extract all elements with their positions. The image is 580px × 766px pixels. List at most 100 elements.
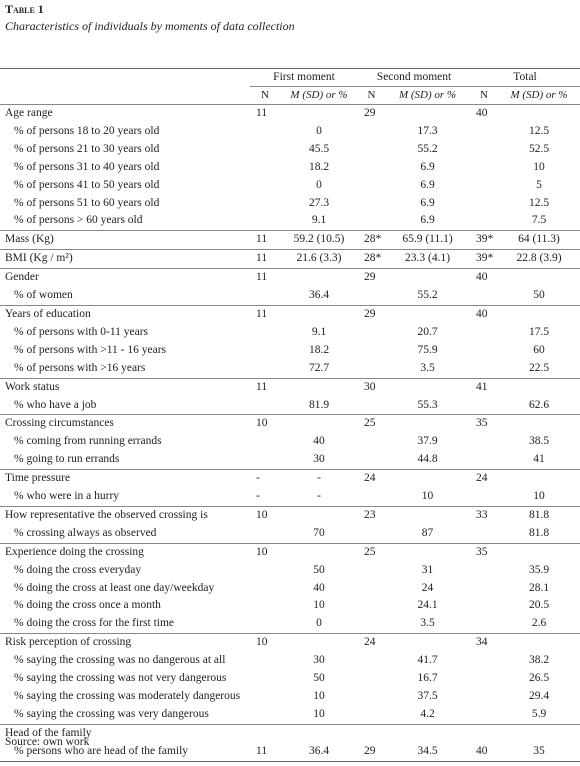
cell <box>250 159 280 177</box>
row-label: Experience doing the crossing <box>0 542 250 562</box>
cell <box>250 597 280 615</box>
cell: 50 <box>533 289 545 302</box>
cell: 24 <box>358 469 385 489</box>
cell: 55.3 <box>417 398 438 411</box>
cell <box>250 123 280 141</box>
cell <box>250 525 280 543</box>
cell <box>250 723 280 743</box>
cell: 5 <box>536 178 542 191</box>
cell <box>358 562 385 580</box>
row-label: % of women <box>14 289 73 302</box>
cell <box>358 433 385 451</box>
row-label: Age range <box>0 103 250 123</box>
cell <box>385 103 471 123</box>
cell: 10 <box>313 690 325 702</box>
cell <box>385 377 471 397</box>
cell: 81.8 <box>528 526 550 539</box>
cell: 41 <box>533 453 545 466</box>
column-header: M (SD) or % <box>385 86 471 105</box>
row-label: Risk perception of crossing <box>0 633 250 653</box>
cell <box>470 723 499 743</box>
sub-row: % saying the crossing was very dangerous… <box>0 706 580 724</box>
cell: - <box>317 490 321 503</box>
cell <box>470 141 498 159</box>
column-header: M (SD) or % <box>280 86 358 105</box>
cell <box>498 542 580 562</box>
cell: 6.9 <box>420 160 435 173</box>
sub-row: % crossing always as observed 70 87 81.8 <box>0 525 580 543</box>
cell <box>250 562 280 580</box>
cell <box>280 633 358 653</box>
cell: 62.6 <box>528 398 550 411</box>
cell <box>358 360 385 378</box>
cell: 24 <box>421 581 434 594</box>
row-label: % saying the crossing was very dangerous <box>14 707 209 720</box>
cell: - <box>280 469 358 489</box>
cell <box>280 103 358 123</box>
row-label: % who were in a hurry <box>14 490 120 503</box>
cell: 35 <box>470 414 499 434</box>
cell <box>358 670 385 688</box>
cell <box>250 451 280 469</box>
cell: 40 <box>470 103 499 123</box>
cell <box>385 268 471 288</box>
cell <box>280 414 358 434</box>
row-label: % doing the cross at least one day/weekd… <box>14 581 215 594</box>
cell <box>470 688 498 706</box>
group-row: Time pressure - -24 24 <box>0 469 580 489</box>
column-header: M (SD) or % <box>498 86 580 105</box>
cell: 55.2 <box>417 289 438 302</box>
cell <box>470 360 498 378</box>
group-row: Work status 11 30 41 <box>0 377 580 397</box>
cell: 0 <box>316 124 322 137</box>
row-label: % going to run errands <box>14 453 120 466</box>
cell <box>470 159 498 177</box>
cell <box>498 723 580 743</box>
cell <box>470 597 498 615</box>
cell: 30 <box>313 654 325 667</box>
table-title: Table 1 <box>5 2 44 16</box>
cell <box>250 652 280 670</box>
cell: 81.8 <box>498 505 580 525</box>
cell <box>358 141 385 159</box>
cell: 3.5 <box>420 361 435 374</box>
cell: 11 <box>250 230 280 250</box>
cell <box>250 688 280 706</box>
cell: 9.1 <box>311 214 327 227</box>
cell: 10 <box>250 633 280 653</box>
cell: - <box>250 469 280 489</box>
cell: 38.2 <box>528 654 550 667</box>
cell <box>358 597 385 615</box>
cell: 3.5 <box>420 617 435 630</box>
cell <box>250 212 280 230</box>
column-header: N <box>250 86 280 105</box>
sub-row: % going to run errands 30 44.8 41 <box>0 451 580 469</box>
group-header: Second moment <box>358 68 471 87</box>
cell <box>280 505 358 525</box>
cell: 30 <box>358 377 385 397</box>
sub-row: % who were in a hurry - - 10 10 <box>0 488 580 506</box>
group-row: How representative the observed crossing… <box>0 505 580 525</box>
group-header: Total <box>470 68 580 87</box>
cell <box>470 397 498 415</box>
cell <box>358 342 385 360</box>
cell: 23 <box>358 505 385 525</box>
cell <box>250 670 280 688</box>
sub-row: % of women 36.4 55.2 50 <box>0 287 580 305</box>
cell <box>358 397 385 415</box>
cell <box>280 377 358 397</box>
cell: 0 <box>316 178 322 191</box>
cell: 35 <box>498 742 580 762</box>
cell <box>358 451 385 469</box>
group-row: Risk perception of crossing 10 24 34 <box>0 633 580 653</box>
sub-row: % doing the cross at least one day/weekd… <box>0 580 580 598</box>
sub-row: % coming from running errands 40 37.9 38.5 <box>0 433 580 451</box>
cell <box>470 525 498 543</box>
cell <box>250 580 280 598</box>
cell: 30 <box>313 453 325 466</box>
cell: 72.7 <box>308 361 330 374</box>
row-label: % doing the cross everyday <box>14 563 142 576</box>
cell: 17.5 <box>528 325 550 338</box>
cell: 21.6 (3.3) <box>280 249 358 269</box>
